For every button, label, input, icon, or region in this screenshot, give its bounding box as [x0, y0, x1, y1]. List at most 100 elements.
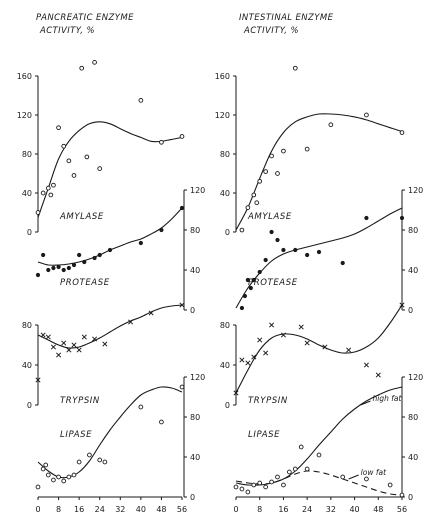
c1-lipase-y-tick-label: 80	[408, 413, 418, 422]
c0-x-tick-label: 24	[95, 505, 105, 514]
c1-x-tick-label: 24	[302, 505, 312, 514]
c1-protease-point	[316, 249, 322, 255]
c1-x-tick-label: 8	[257, 505, 262, 514]
c1-trypsin-point	[269, 322, 275, 328]
c0-lipase-point	[76, 459, 82, 465]
c1-lipase-y-tick-label: 40	[408, 453, 418, 462]
c1-lipase-point	[257, 480, 263, 486]
c1-lipase-high-fat-label: high fat	[373, 394, 403, 403]
c1-lipase-point	[316, 452, 322, 458]
c0-trypsin-point	[56, 352, 62, 358]
c1-x-tick-label: 0	[233, 505, 238, 514]
c1-amylase-y-tick-label: 160	[215, 72, 230, 81]
c0-lipase-point	[61, 478, 67, 484]
c1-lipase-point	[364, 476, 369, 482]
c1-protease-point	[257, 269, 262, 275]
c1-amylase-point	[275, 171, 280, 176]
c1-lipase-point	[251, 482, 257, 488]
c0-amylase-point	[71, 173, 77, 178]
c0-amylase-point	[35, 210, 41, 215]
c0-lipase-y-tick-label: 80	[190, 413, 200, 422]
c0-protease-point	[41, 252, 46, 258]
c1-lipase-point	[304, 466, 310, 472]
c1-x-tick-label: 40	[349, 505, 359, 514]
c0-x-tick-label: 8	[56, 505, 61, 514]
c0-trypsin-point	[61, 340, 67, 346]
c0-protease-point	[71, 262, 77, 268]
c1-amylase-point	[364, 112, 369, 118]
c1-protease-point	[399, 215, 405, 221]
c1-trypsin-curve	[235, 304, 403, 394]
c1-x-tick-label: 56	[397, 505, 407, 514]
c1-amylase-point	[328, 122, 334, 128]
c0-amylase-y-tick-label: 120	[17, 111, 32, 120]
c1-trypsin-point	[298, 324, 304, 330]
c1-amylase-point	[304, 146, 310, 152]
c1-amylase-curve	[235, 113, 403, 231]
c0-protease-y-tick-label: 80	[190, 226, 200, 235]
c0-amylase-curve	[37, 121, 183, 218]
c0-trypsin-y-tick-label: 0	[27, 401, 32, 410]
c1-protease-point	[275, 237, 280, 243]
c0-trypsin-point	[179, 302, 185, 308]
c1-protease-point	[245, 277, 250, 283]
c1-protease-point	[269, 229, 274, 235]
c0-trypsin-y-tick-label: 80	[22, 321, 32, 330]
c0-protease-point	[107, 247, 113, 253]
c0-protease-point	[35, 272, 41, 278]
c0-lipase-point	[138, 404, 144, 410]
c0-amylase-point	[159, 139, 164, 145]
c0-amylase-point	[66, 158, 72, 164]
c0-amylase-point	[56, 125, 61, 131]
c1-amylase-y-tick-label: 80	[220, 150, 230, 159]
c0-trypsin-label: TRYPSIN	[60, 396, 100, 406]
c0-trypsin-point	[76, 347, 82, 353]
c1-amylase-point	[239, 227, 245, 233]
c1-protease-y-tick-label: 40	[408, 266, 418, 275]
c1-lipase-low-fat-label: low fat	[361, 468, 387, 477]
c0-protease-label: PROTEASE	[60, 278, 110, 288]
left-title-line2: ACTIVITY, %	[39, 26, 95, 36]
c1-protease-point	[263, 257, 268, 263]
c1-lipase-point	[233, 484, 239, 490]
c1-trypsin-point	[375, 372, 381, 378]
c0-protease-point	[56, 264, 61, 270]
c0-protease-y-tick-label: 120	[190, 186, 205, 195]
c0-protease-y-tick-label: 40	[190, 266, 200, 275]
c1-lipase-y-tick-label: 120	[408, 373, 423, 382]
c1-protease-curve	[235, 207, 403, 309]
c1-lipase-point	[287, 469, 292, 475]
c1-trypsin-point	[304, 340, 310, 346]
c0-trypsin-point	[71, 342, 77, 348]
c0-protease-point	[138, 240, 143, 246]
c0-protease-point	[77, 252, 82, 258]
c0-trypsin-point	[66, 347, 72, 353]
c0-trypsin-point	[40, 332, 46, 338]
c0-amylase-y-tick-label: 40	[22, 189, 32, 198]
c0-lipase-point	[51, 477, 56, 483]
c1-protease-point	[242, 293, 247, 299]
c1-protease-y-tick-label: 120	[408, 186, 423, 195]
c0-trypsin-point	[81, 334, 87, 340]
c1-amylase-point	[245, 205, 251, 210]
c1-x-tick-label: 16	[278, 505, 288, 514]
c1-trypsin-y-tick-label: 0	[225, 401, 230, 410]
c1-lipase-point	[245, 489, 251, 495]
c0-amylase-point	[92, 59, 97, 65]
c0-lipase-point	[43, 462, 49, 468]
c1-amylase-point	[269, 153, 274, 159]
c1-trypsin-y-tick-label: 80	[220, 321, 230, 330]
right-title-line1: INTESTINAL ENZYME	[239, 13, 334, 23]
c0-lipase-point	[56, 474, 61, 480]
c1-protease-label: PROTEASE	[248, 278, 298, 288]
c1-amylase-point	[292, 65, 298, 71]
c1-trypsin-point	[233, 390, 239, 396]
c1-amylase-label: AMYLASE	[247, 212, 292, 222]
c1-lipase-point	[263, 484, 268, 490]
c0-amylase-point	[84, 154, 90, 160]
c1-trypsin-point	[399, 302, 405, 308]
c1-amylase-point	[257, 178, 263, 184]
c1-amylase-point	[254, 200, 260, 206]
c0-x-tick-label: 56	[177, 505, 187, 514]
